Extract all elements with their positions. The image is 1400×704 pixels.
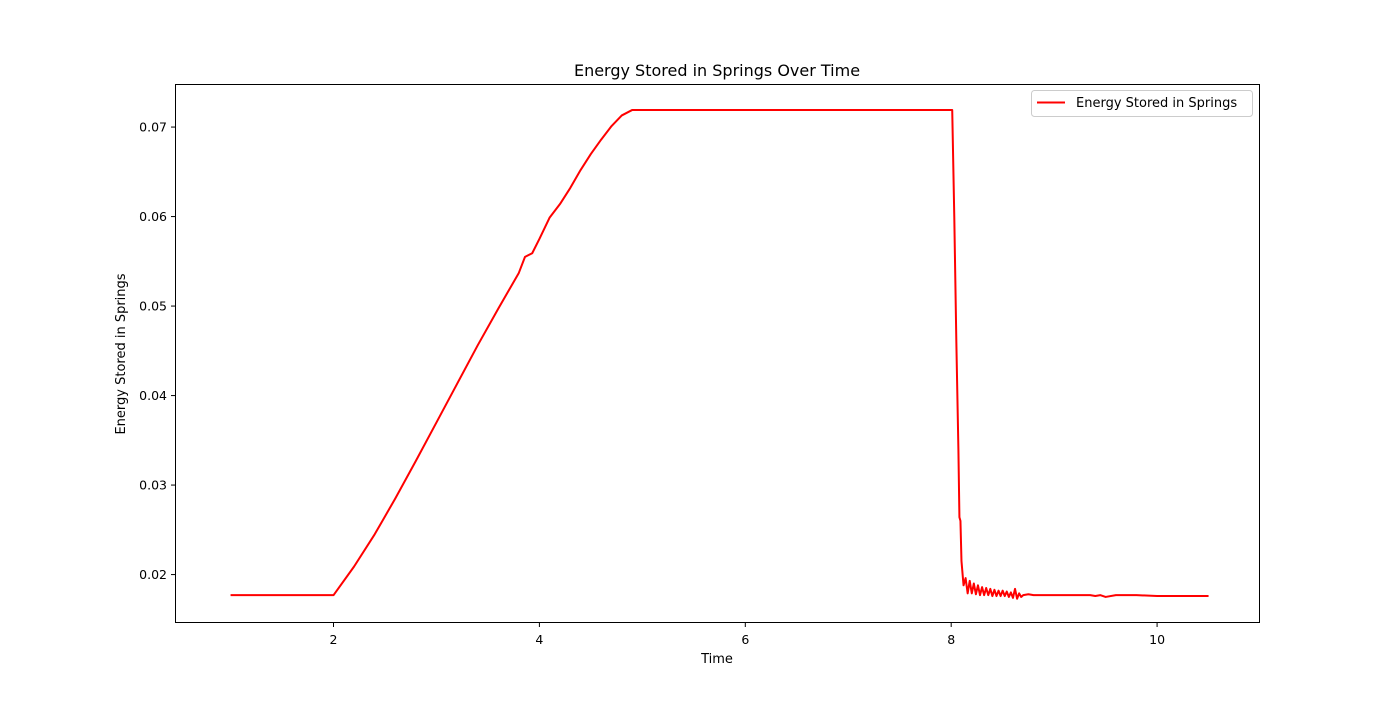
legend-box bbox=[1031, 90, 1253, 117]
x-axis-label: Time bbox=[700, 652, 733, 667]
chart-title: Energy Stored in Springs Over Time bbox=[574, 61, 860, 80]
x-tick-label: 2 bbox=[330, 632, 338, 647]
axes-frame bbox=[175, 84, 1260, 623]
y-tick-label: 0.07 bbox=[139, 120, 167, 135]
y-axis-label: Energy Stored in Springs bbox=[114, 273, 129, 434]
y-tick-label: 0.02 bbox=[139, 567, 167, 582]
y-tick-label: 0.03 bbox=[139, 478, 167, 493]
legend-label: Energy Stored in Springs bbox=[1076, 96, 1237, 111]
y-tick-label: 0.05 bbox=[139, 299, 167, 314]
x-tick-label: 4 bbox=[535, 632, 543, 647]
series-line-0 bbox=[230, 109, 1209, 600]
legend: Energy Stored in Springs bbox=[1031, 90, 1253, 117]
y-tick-label: 0.04 bbox=[139, 388, 167, 403]
plot-area bbox=[230, 109, 1209, 600]
y-tick-label: 0.06 bbox=[139, 209, 167, 224]
axis-ticks: 2 4 6 8 10 0.02 0.03 0.04 0.05 0.06 0.07 bbox=[139, 120, 1165, 647]
x-tick-label: 10 bbox=[1149, 632, 1165, 647]
x-tick-label: 8 bbox=[947, 632, 955, 647]
x-tick-label: 6 bbox=[741, 632, 749, 647]
